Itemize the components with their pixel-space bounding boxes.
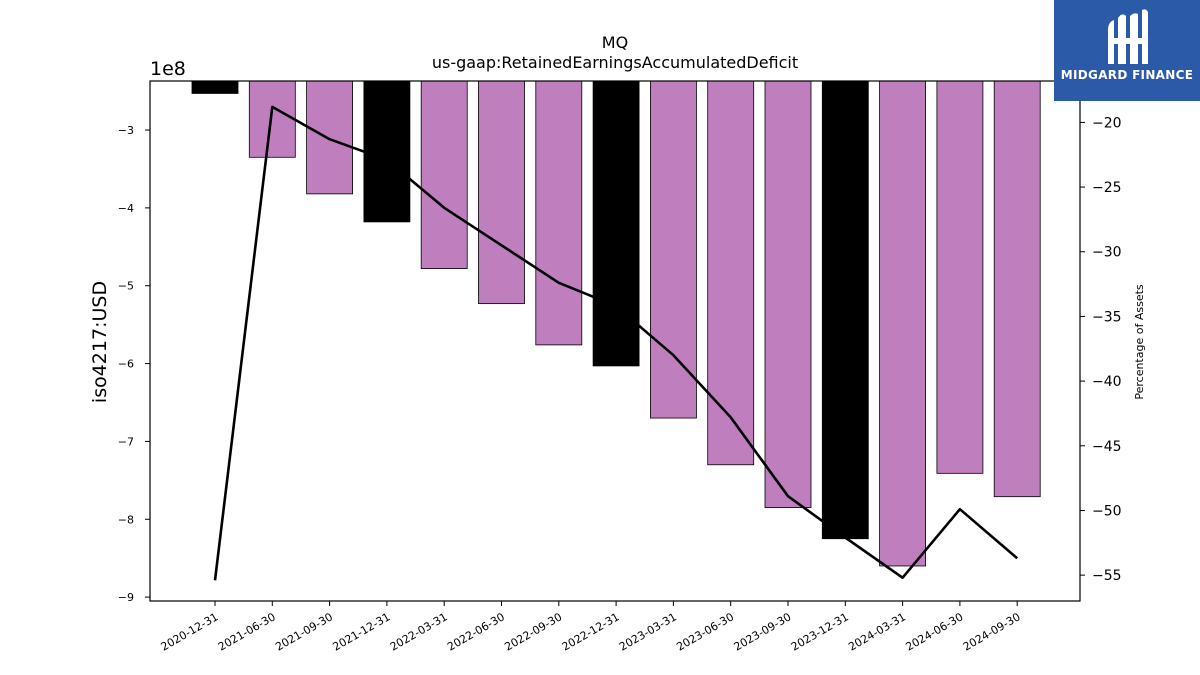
y-tick-label: −9 xyxy=(118,591,134,604)
bar xyxy=(363,80,411,223)
y-tick-label: −4 xyxy=(118,202,134,215)
logo-text: MIDGARD FINANCE xyxy=(1060,68,1194,82)
bar xyxy=(936,80,984,474)
bar xyxy=(650,80,697,419)
y2-tick-label: −20 xyxy=(1092,115,1122,131)
y2-tick-label: −30 xyxy=(1092,245,1122,261)
bars-group xyxy=(191,80,1041,567)
bar xyxy=(993,80,1041,498)
x-tick-label: 2023-06-30 xyxy=(674,610,736,653)
chart-title: MQ xyxy=(602,33,628,52)
y2-tick-label: −45 xyxy=(1092,439,1122,455)
y2-tick-label: −40 xyxy=(1092,374,1122,390)
y-tick-label: −6 xyxy=(118,358,134,371)
y-tick-label: −5 xyxy=(118,280,134,293)
plot-frame xyxy=(149,80,1081,602)
x-tick-label: 2021-06-30 xyxy=(216,610,278,653)
line-group xyxy=(213,105,1019,581)
x-tick-label: 2021-09-30 xyxy=(273,610,335,653)
x-tick-label: 2021-12-31 xyxy=(331,610,393,653)
bar xyxy=(764,80,812,508)
logo: MIDGARD FINANCE xyxy=(1054,0,1200,101)
bar xyxy=(592,80,640,367)
x-tick-label: 2022-12-31 xyxy=(560,610,622,653)
y-tick-label: −8 xyxy=(118,513,134,526)
y2-axis-label: Percentage of Assets xyxy=(1133,284,1146,400)
y2-tick-label: −50 xyxy=(1092,503,1122,519)
y-axis-offset-label: 1e8 xyxy=(150,58,186,80)
y-tick-label: −3 xyxy=(118,124,134,137)
x-tick-label: 2022-09-30 xyxy=(502,610,564,653)
chart-subtitle: us-gaap:RetainedEarningsAccumulatedDefic… xyxy=(432,53,798,72)
x-tick-label: 2024-03-31 xyxy=(846,610,908,653)
x-tick-label: 2020-12-31 xyxy=(159,610,221,653)
bar xyxy=(191,80,239,94)
bar xyxy=(535,80,583,346)
bar xyxy=(821,80,869,540)
y2-tick-label: −35 xyxy=(1092,309,1122,325)
y-axis-label: iso4217:USD xyxy=(89,281,111,403)
y2-ticks-group: −20 −25 −30 −35 −40 −45 −50 −55 xyxy=(1080,115,1122,584)
y2-tick-label: −25 xyxy=(1092,180,1122,196)
x-tick-label: 2023-09-30 xyxy=(732,610,794,653)
x-tick-label: 2024-06-30 xyxy=(904,610,966,653)
x-tick-label: 2024-09-30 xyxy=(961,610,1023,653)
bar xyxy=(248,80,296,158)
series-line xyxy=(213,105,1019,581)
x-ticks-group: 2020-12-312021-06-302021-09-302021-12-31… xyxy=(159,601,1023,654)
bar xyxy=(478,80,525,305)
x-tick-label: 2022-06-30 xyxy=(445,610,507,653)
y-ticks-group: −3 −4 −5 −6 −7 −8 −9 xyxy=(118,124,150,604)
x-tick-label: 2023-03-31 xyxy=(617,610,679,653)
bar xyxy=(420,80,468,270)
bar xyxy=(879,80,926,567)
y2-tick-label: −55 xyxy=(1092,568,1122,584)
bar xyxy=(707,80,755,466)
y-tick-label: −7 xyxy=(118,435,134,448)
x-tick-label: 2023-12-31 xyxy=(789,610,851,653)
logo-mark-icon xyxy=(1108,9,1148,65)
x-tick-label: 2022-03-31 xyxy=(388,610,450,653)
bar xyxy=(306,80,354,195)
